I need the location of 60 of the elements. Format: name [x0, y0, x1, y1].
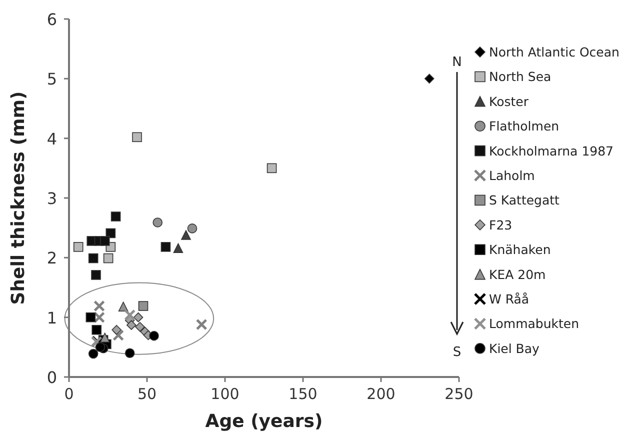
legend-label: F23: [489, 217, 512, 232]
point: [95, 342, 106, 352]
point: [160, 242, 171, 252]
point: [152, 218, 163, 228]
point: [126, 320, 136, 330]
legend-label: Kockholmarna 1987: [489, 143, 614, 158]
point: [92, 324, 102, 335]
legend-label: Knähaken: [489, 242, 551, 258]
x-axis-title: Age (years): [205, 411, 323, 432]
x-tick-label: 150: [288, 385, 318, 403]
point: [124, 309, 136, 321]
point: [132, 132, 142, 142]
x-tick-label: 100: [210, 385, 240, 403]
point: [112, 329, 124, 341]
point: [88, 253, 98, 264]
point: [181, 230, 191, 240]
point: [118, 302, 128, 312]
legend-label: North Sea: [489, 69, 552, 84]
legend-label: Flatholmen: [489, 118, 560, 134]
y-tick-label: 2: [46, 248, 57, 268]
annotation: S: [452, 345, 462, 360]
point: [138, 301, 148, 311]
point: [187, 224, 198, 234]
legend-label: Koster: [489, 94, 530, 109]
legend-label: Kiel Bay: [489, 340, 540, 356]
x-tick-label: 250: [444, 385, 474, 403]
point: [103, 253, 114, 264]
x-tick-label: 200: [366, 385, 396, 403]
y-tick-label: 5: [46, 70, 57, 89]
point: [173, 243, 184, 254]
legend-label: S Kattegatt: [489, 192, 560, 208]
point: [135, 322, 145, 332]
point: [124, 348, 135, 358]
y-tick-label: 0: [46, 368, 57, 387]
point: [88, 348, 98, 359]
point: [100, 236, 110, 246]
annotation: N: [452, 55, 462, 70]
legend-label: KEA 20m: [489, 266, 546, 282]
legend-label: Laholm: [489, 168, 535, 183]
point: [110, 212, 121, 222]
point: [133, 312, 144, 322]
y-tick-label: 1: [46, 308, 57, 328]
point: [424, 74, 434, 84]
point: [149, 330, 159, 341]
point: [73, 242, 84, 252]
point: [266, 163, 277, 174]
point: [100, 332, 110, 343]
y-tick-label: 4: [46, 129, 57, 148]
legend-label: North Atlantic Ocean: [489, 44, 620, 60]
point: [112, 324, 122, 335]
legend-label: Lommabukten: [489, 316, 580, 332]
y-axis-title: Shell thickness (mm): [8, 91, 29, 305]
legend-label: W Råå: [489, 292, 530, 306]
point: [86, 312, 96, 322]
point: [91, 270, 101, 280]
y-tick-label: 6: [46, 10, 57, 29]
point: [196, 318, 208, 330]
x-tick-label: 50: [137, 385, 157, 403]
x-tick-label: 0: [64, 385, 74, 403]
y-tick-label: 3: [46, 189, 57, 208]
